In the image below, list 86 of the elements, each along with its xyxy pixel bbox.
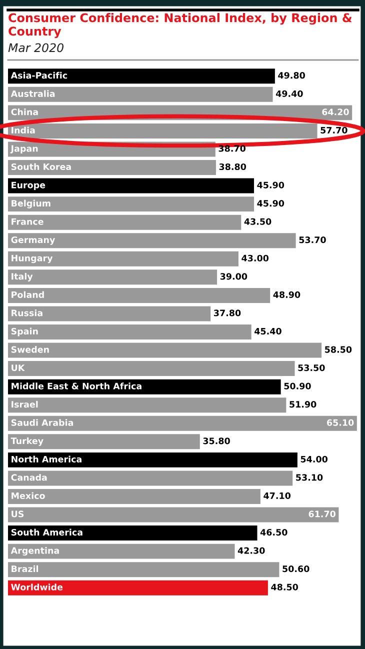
bar <box>8 562 280 578</box>
data-label: 46.50 <box>260 528 288 536</box>
bar <box>8 251 238 266</box>
y-tick-label: Mexico <box>12 492 45 500</box>
data-label: 49.80 <box>278 72 305 79</box>
bar <box>8 68 275 84</box>
bar <box>8 160 216 176</box>
data-label: 65.10 <box>326 419 354 426</box>
data-label: 42.30 <box>238 547 265 554</box>
y-tick-label: Sweden <box>11 346 49 353</box>
y-tick-label: Spain <box>11 328 38 336</box>
y-tick-label: US <box>12 510 24 518</box>
data-label: 53.70 <box>299 236 326 244</box>
bar <box>8 270 218 285</box>
chart-subtitle: Mar 2020 <box>8 43 64 52</box>
bar <box>8 580 268 596</box>
data-label: 38.70 <box>218 145 246 152</box>
data-label: 50.90 <box>284 382 311 390</box>
y-tick-label: Australia <box>10 90 55 97</box>
data-label: 50.60 <box>282 566 310 572</box>
y-tick-label: North America <box>12 456 82 462</box>
data-label: 43.50 <box>244 218 272 225</box>
y-tick-label: South America <box>11 528 82 536</box>
bar <box>8 178 254 194</box>
y-tick-label: Argentina <box>10 547 59 556</box>
bar <box>8 526 258 541</box>
bar <box>8 288 270 303</box>
data-label: 58.50 <box>325 346 352 353</box>
data-label: 48.50 <box>271 584 298 590</box>
data-label: 49.40 <box>276 90 303 97</box>
data-label: 45.90 <box>257 200 284 207</box>
chart-title: Consumer Confidence: National Index, by Region & Country <box>8 13 352 38</box>
y-tick-label: UK <box>12 364 25 372</box>
y-tick-label: Germany <box>11 236 56 245</box>
y-tick-label: Poland <box>12 291 44 298</box>
y-tick-label: Europe <box>12 182 46 190</box>
bar <box>8 86 273 102</box>
y-tick-label: Worldwide <box>11 584 63 590</box>
bar <box>8 544 235 559</box>
data-label: 47.10 <box>264 492 291 500</box>
bar <box>8 361 295 376</box>
y-tick-label: Japan <box>10 145 38 154</box>
y-tick-label: Russia <box>12 309 42 316</box>
data-label: 53.50 <box>298 364 325 372</box>
bar <box>8 488 260 504</box>
y-tick-label: Italy <box>12 272 33 282</box>
data-label: 37.80 <box>214 310 241 316</box>
data-label: 45.40 <box>254 328 282 335</box>
y-tick-label: Saudi Arabia <box>11 419 74 426</box>
y-tick-label: Canada <box>11 474 47 481</box>
bar <box>8 214 242 230</box>
data-label: 39.00 <box>220 273 248 280</box>
y-tick-label: Brazil <box>12 565 38 572</box>
bar <box>8 233 296 248</box>
data-label: 54.00 <box>300 456 328 462</box>
y-tick-label: Hungary <box>12 254 53 264</box>
y-tick-label: Israel <box>12 400 38 408</box>
bar <box>8 507 339 522</box>
data-label: 43.00 <box>242 254 269 262</box>
y-tick-label: China <box>11 108 38 116</box>
bar <box>8 342 322 358</box>
data-label: 64.20 <box>322 108 349 116</box>
y-tick-label: South Korea <box>11 163 71 170</box>
data-label: 35.80 <box>203 438 230 444</box>
bar <box>8 434 200 450</box>
bar <box>8 452 298 468</box>
bar <box>8 324 252 340</box>
bar <box>8 416 357 431</box>
data-label: 61.70 <box>308 510 336 518</box>
y-tick-label: Middle East & North Africa <box>12 382 142 390</box>
data-label: 51.90 <box>290 401 316 408</box>
data-label: 57.70 <box>320 126 348 134</box>
data-label: 53.10 <box>296 474 323 481</box>
bar <box>8 306 211 322</box>
bar <box>8 470 293 486</box>
data-label: 45.90 <box>257 182 284 188</box>
bar <box>8 196 254 212</box>
y-tick-label: Asia-Pacific <box>10 72 67 79</box>
data-label: 38.80 <box>219 163 246 170</box>
bar <box>8 398 286 413</box>
data-label: 48.90 <box>273 291 300 298</box>
y-tick-label: Turkey <box>10 437 44 446</box>
y-tick-label: India <box>12 126 35 134</box>
y-tick-label: France <box>12 218 44 225</box>
bar <box>8 379 281 394</box>
y-tick-label: Belgium <box>12 200 50 208</box>
